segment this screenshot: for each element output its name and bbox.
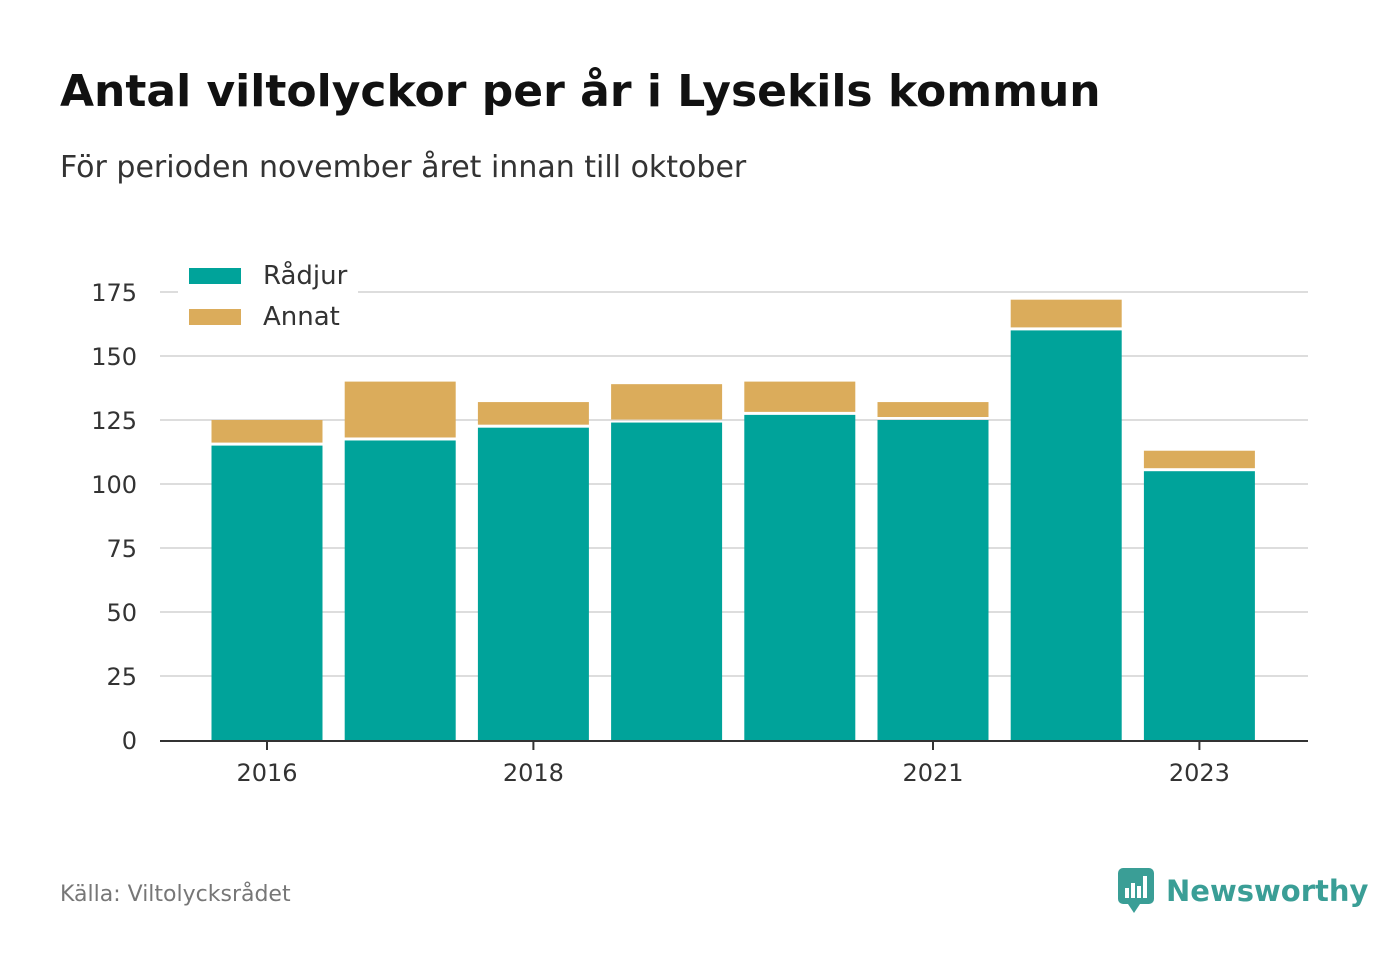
bar-radjur-2023	[1143, 471, 1255, 740]
chart-title: Antal viltolyckor per år i Lysekils komm…	[60, 66, 1101, 117]
y-tick-label: 150	[91, 343, 137, 371]
bar-annat-2023	[1143, 450, 1255, 469]
bar-radjur-2020	[744, 414, 856, 740]
bar-annat-2016	[211, 420, 323, 443]
x-tick-label: 2021	[902, 759, 963, 787]
chart-subtitle: För perioden november året innan till ok…	[60, 150, 747, 185]
bar-annat-2022	[1010, 299, 1122, 328]
bar-annat-2017	[344, 381, 456, 438]
x-tick-label: 2016	[236, 759, 297, 787]
bar-annat-2021	[877, 402, 989, 417]
legend-label: Annat	[263, 302, 340, 332]
legend-swatch-annat	[189, 309, 241, 325]
source-note: Källa: Viltolycksrådet	[60, 882, 291, 907]
y-tick-label: 100	[91, 471, 137, 499]
axes: 0 25 50 75 100 125 150 175 2016 2018 2021 2023	[91, 279, 1308, 787]
y-tick-label: 75	[106, 535, 137, 563]
y-tick-label: 50	[106, 599, 137, 627]
x-tick-label: 2023	[1169, 759, 1230, 787]
bar-annat-2019	[611, 384, 723, 420]
bar-chart: 0 25 50 75 100 125 150 175 2016 2018 2021 2023 Rådj…	[91, 255, 1308, 787]
bar-annat-2018	[477, 402, 589, 425]
brand-logo: Newsworthy	[1118, 868, 1368, 914]
newsworthy-logo-icon	[1118, 868, 1154, 913]
y-tick-label: 0	[122, 727, 137, 755]
legend: Rådjur Annat	[178, 255, 358, 340]
bar-radjur-2022	[1010, 330, 1122, 740]
legend-label: Rådjur	[263, 260, 348, 291]
bar-radjur-2019	[611, 422, 723, 740]
y-tick-label: 175	[91, 279, 137, 307]
grid-lines	[160, 291, 1308, 677]
x-tick-label: 2018	[503, 759, 564, 787]
y-tick-label: 25	[106, 663, 137, 691]
bars	[211, 299, 1255, 740]
y-tick-label: 125	[91, 407, 137, 435]
brand-name: Newsworthy	[1166, 874, 1369, 908]
legend-swatch-radjur	[189, 268, 241, 284]
bar-radjur-2018	[477, 427, 589, 740]
bar-annat-2020	[744, 381, 856, 412]
bar-radjur-2021	[877, 420, 989, 740]
bar-radjur-2017	[344, 440, 456, 740]
bar-radjur-2016	[211, 445, 323, 740]
